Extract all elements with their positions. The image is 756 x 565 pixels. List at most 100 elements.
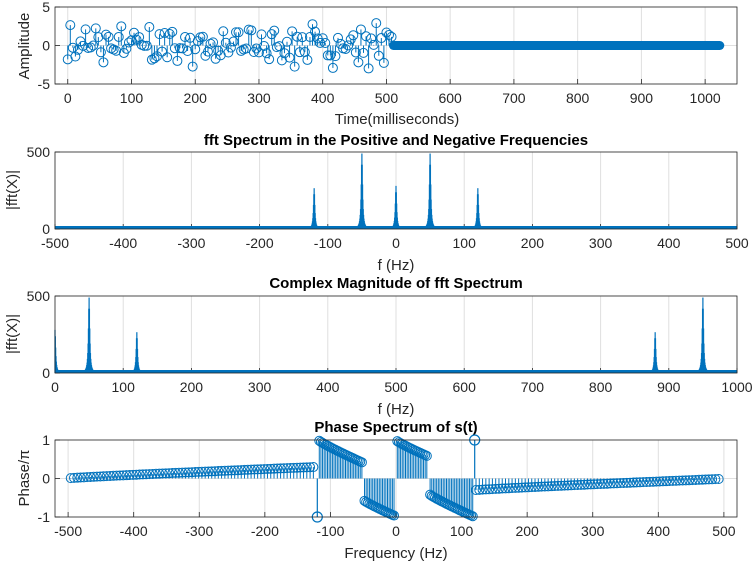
phase-marker (219, 465, 230, 476)
phase-marker (664, 476, 675, 487)
y-tick-label: -1 (38, 509, 51, 525)
phase-marker (697, 474, 708, 485)
phase-marker (605, 478, 616, 489)
phase-marker (618, 477, 629, 488)
phase-marker (589, 479, 600, 490)
xlabel-time: Time(milliseconds) (335, 111, 459, 128)
signal-marker (123, 37, 134, 48)
phase-marker (569, 480, 580, 491)
y-tick-label: -5 (38, 76, 51, 92)
phase-marker (131, 469, 142, 480)
signal-marker (218, 26, 229, 37)
title-phase-spectrum: Phase Spectrum of s(t) (314, 419, 477, 436)
phase-marker (520, 482, 531, 493)
xlabel-f-2: f (Hz) (378, 401, 415, 418)
phase-marker (213, 466, 224, 477)
y-tick-label: 500 (27, 144, 51, 160)
signal-marker (215, 50, 226, 61)
signal-marker (289, 61, 300, 72)
y-tick-label: 0 (42, 38, 50, 54)
signal-marker (383, 29, 394, 40)
phase-marker (533, 481, 544, 492)
signal-marker (246, 25, 257, 36)
xlabel-f: f (Hz) (378, 257, 415, 274)
phase-marker (611, 478, 622, 489)
phase-marker (657, 476, 668, 487)
signal-marker (177, 43, 188, 54)
phase-segment (392, 436, 432, 479)
phase-marker (121, 470, 132, 481)
signal-marker (248, 47, 259, 58)
spectrum-peak (132, 332, 142, 373)
phase-marker (503, 483, 514, 494)
phase-marker (713, 473, 724, 484)
phase-marker (513, 482, 524, 493)
signal-marker (378, 57, 389, 68)
signal-marker (154, 29, 165, 40)
phase-marker (98, 471, 109, 482)
phase-marker (684, 475, 695, 486)
x-tick-label: 500 (384, 379, 408, 395)
phase-marker (707, 474, 718, 485)
title-fft-spectrum: fft Spectrum in the Positive and Negativ… (204, 132, 588, 149)
phase-marker (291, 462, 302, 473)
x-tick-label: 800 (566, 90, 590, 106)
phase-marker (480, 484, 491, 495)
phase-marker (193, 466, 204, 477)
phase-marker (559, 480, 570, 491)
phase-segment (425, 478, 478, 522)
x-tick-label: -100 (316, 523, 344, 539)
phase-marker (582, 479, 593, 490)
data-marks (62, 18, 725, 74)
phase-marker (562, 480, 573, 491)
signal-marker (121, 43, 132, 54)
x-tick-label: 300 (581, 523, 605, 539)
x-tick-label: 900 (630, 90, 654, 106)
signal-marker (95, 47, 106, 58)
phase-marker (651, 476, 662, 487)
y-tick-label: 0 (42, 221, 50, 237)
signal-marker (131, 34, 142, 45)
x-tick-label: 300 (247, 90, 271, 106)
signal-marker (266, 29, 277, 40)
signal-marker (149, 53, 160, 64)
phase-marker (164, 468, 175, 479)
signal-marker (373, 50, 384, 61)
phase-marker (546, 481, 557, 492)
phase-marker (608, 478, 619, 489)
phase-marker (282, 463, 293, 474)
phase-marker (196, 466, 207, 477)
signal-marker (302, 54, 313, 65)
signal-marker (350, 47, 361, 58)
signal-marker (274, 41, 285, 52)
phase-marker (693, 474, 704, 485)
signal-marker (98, 57, 109, 68)
phase-marker (566, 480, 577, 491)
xlabel-frequency: Frequency (Hz) (344, 545, 447, 562)
phase-marker (654, 476, 665, 487)
spectrum-peak (309, 188, 319, 229)
signal-marker (231, 27, 242, 38)
phase-marker (216, 465, 227, 476)
phase-marker (160, 468, 171, 479)
signal-marker (146, 54, 157, 65)
phase-marker (308, 462, 319, 473)
phase-marker (549, 481, 560, 492)
spectrum-peak (650, 332, 660, 373)
phase-marker (105, 470, 116, 481)
spectrum-peak (698, 297, 708, 373)
signal-marker (325, 50, 336, 61)
axes-box (54, 6, 738, 85)
signal-marker (113, 31, 124, 42)
signal-marker (187, 61, 198, 72)
phase-marker (317, 437, 328, 448)
y-tick-label: 500 (27, 288, 51, 304)
x-tick-label: 500 (725, 235, 749, 251)
signal-markers (62, 18, 397, 74)
signal-marker (236, 45, 247, 56)
subplot-complex-magnitude: Complex Magnitude of fft Spectrum |fft(X… (4, 275, 753, 418)
signal-marker (264, 54, 275, 65)
signal-marker (100, 29, 111, 40)
axes-box (54, 439, 738, 518)
phase-marker (471, 485, 482, 496)
